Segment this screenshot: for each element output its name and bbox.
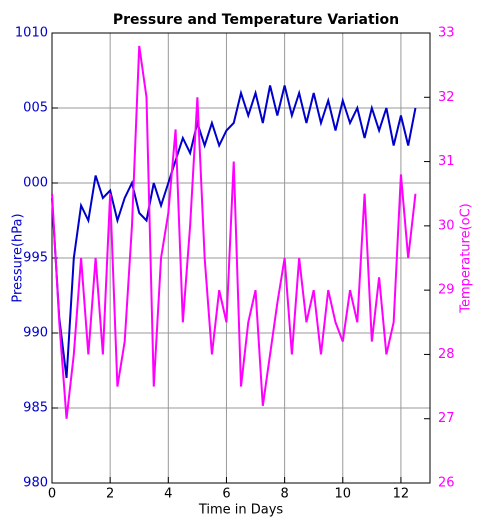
y2-tick-label: 28 xyxy=(438,347,455,362)
y2-tick-label: 32 xyxy=(438,90,455,105)
y2-tick-label: 27 xyxy=(438,411,455,426)
chart-title: Pressure and Temperature Variation xyxy=(113,12,399,28)
data-line xyxy=(51,85,417,379)
x-tick-label: 2 xyxy=(106,487,114,502)
x-tick-label: 4 xyxy=(164,487,172,502)
x-tick-label: 8 xyxy=(280,487,288,502)
y2-tick-label: 30 xyxy=(438,218,455,233)
y-tick-label: 980 xyxy=(23,476,48,491)
x-tick-label: 12 xyxy=(393,487,410,502)
plot-frame xyxy=(51,32,431,484)
y2-axis-label: Temperature(oC) xyxy=(459,203,474,314)
x-tick-label: 10 xyxy=(334,487,351,502)
y-tick-label: 005 xyxy=(23,101,48,116)
y2-tick-label: 29 xyxy=(438,283,455,298)
y-axis-label: Pressure(hPa) xyxy=(11,213,26,302)
y-tick-label: 995 xyxy=(23,251,48,266)
x-axis-label: Time in Days xyxy=(198,503,284,518)
y-tick-label: 985 xyxy=(23,401,48,416)
y2-tick-label: 31 xyxy=(438,154,455,169)
y-tick-label: 990 xyxy=(23,326,48,341)
y-tick-label: 000 xyxy=(23,176,48,191)
y2-tick-label: 26 xyxy=(438,476,455,491)
x-tick-label: 6 xyxy=(222,487,230,502)
x-tick-label: 0 xyxy=(48,487,56,502)
y2-tick-label: 33 xyxy=(438,26,455,41)
y-tick-label: 1010 xyxy=(15,26,48,41)
data-line xyxy=(51,45,417,419)
